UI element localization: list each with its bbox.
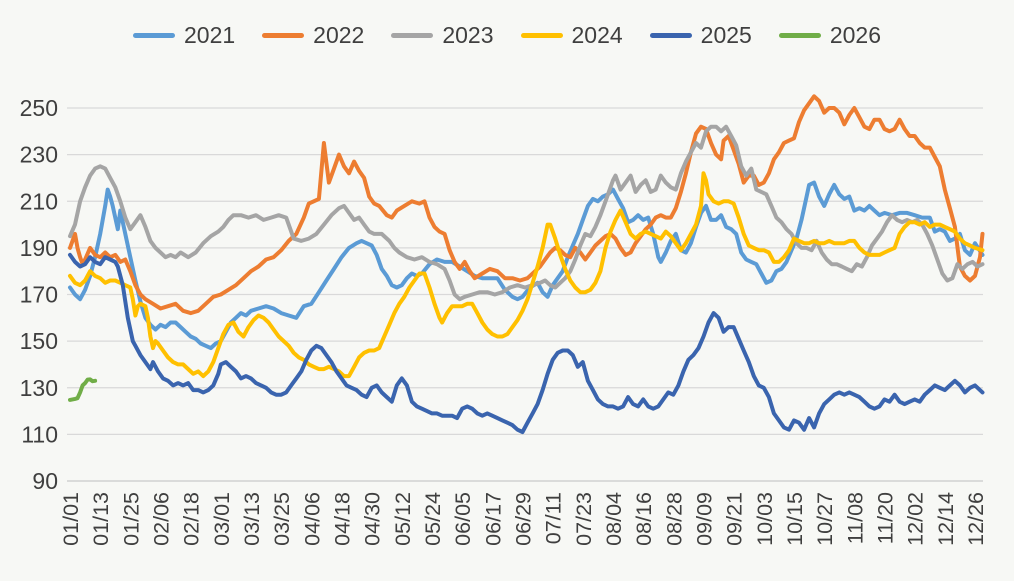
x-tick-label-09/21: 09/21 [723, 492, 747, 546]
x-tick-label-12/26: 12/26 [964, 492, 988, 546]
y-tick-label-170: 170 [20, 282, 58, 308]
legend-swatch-2022 [262, 33, 305, 38]
legend-label-2022: 2022 [313, 22, 365, 48]
series-line-2023 [68, 124, 985, 302]
legend-label-2023: 2023 [442, 22, 494, 48]
legend-item-2024: 2024 [520, 22, 623, 49]
legend-item-2023: 2023 [391, 22, 494, 49]
x-tick-label-08/28: 08/28 [662, 492, 686, 546]
legend-label-2025: 2025 [700, 22, 752, 48]
y-tick-label-90: 90 [32, 468, 58, 494]
legend-item-2025: 2025 [649, 22, 752, 49]
x-tick-label-04/06: 04/06 [300, 492, 324, 546]
x-tick-label-06/17: 06/17 [481, 492, 505, 546]
x-tick-label-01/13: 01/13 [89, 492, 113, 546]
x-tick-label-03/01: 03/01 [210, 492, 234, 546]
x-tick-label-05/12: 05/12 [391, 492, 415, 546]
legend-label-2024: 2024 [571, 22, 623, 48]
y-tick-label-150: 150 [20, 328, 58, 354]
series-line-2022 [68, 94, 985, 316]
series-line-2021 [68, 180, 985, 351]
y-tick-label-210: 210 [20, 188, 58, 214]
legend-label-2021: 2021 [183, 22, 236, 48]
x-tick-label-11/08: 11/08 [843, 492, 867, 544]
legend-swatch-2023 [391, 33, 434, 38]
series-line-2025 [68, 252, 985, 434]
x-tick-label-04/18: 04/18 [331, 492, 355, 546]
legend-swatch-2021 [132, 33, 175, 38]
chart-legend: 2021 2022 2023 2024 2025 2026 [0, 22, 1014, 49]
legend-label-2026: 2026 [829, 22, 882, 48]
y-tick-label-110: 110 [21, 421, 58, 447]
x-tick-label-03/25: 03/25 [270, 492, 294, 546]
y-tick-label-250: 250 [20, 95, 58, 121]
x-tick-label-09/09: 09/09 [693, 492, 717, 546]
x-tick-label-12/14: 12/14 [934, 492, 958, 546]
x-tick-label-01/25: 01/25 [119, 492, 143, 546]
x-tick-label-06/05: 06/05 [451, 492, 475, 546]
x-tick-label-07/11: 07/11 [542, 492, 566, 544]
x-tick-label-08/04: 08/04 [602, 492, 626, 546]
x-tick-label-05/24: 05/24 [421, 492, 445, 546]
legend-item-2026: 2026 [778, 22, 882, 49]
x-tick-label-03/13: 03/13 [240, 492, 264, 546]
x-tick-label-06/29: 06/29 [512, 492, 536, 546]
legend-swatch-2025 [649, 33, 692, 38]
x-tick-label-11/20: 11/20 [874, 492, 898, 544]
y-tick-label-130: 130 [20, 375, 58, 401]
x-tick-label-10/15: 10/15 [783, 492, 807, 546]
x-tick-label-02/06: 02/06 [150, 492, 174, 546]
y-tick-label-230: 230 [20, 142, 58, 168]
legend-swatch-2026 [778, 33, 821, 38]
legend-item-2021: 2021 [132, 22, 236, 49]
x-tick-label-12/02: 12/02 [904, 492, 928, 546]
x-tick-label-08/16: 08/16 [632, 492, 656, 546]
x-tick-label-04/30: 04/30 [361, 492, 385, 546]
y-tick-label-190: 190 [20, 235, 58, 261]
x-tick-label-01/01: 01/01 [59, 492, 83, 546]
x-tick-label-10/27: 10/27 [813, 492, 837, 546]
x-tick-label-07/23: 07/23 [572, 492, 596, 546]
x-tick-label-10/03: 10/03 [753, 492, 777, 546]
legend-item-2022: 2022 [262, 22, 364, 49]
series-line-2026 [68, 377, 98, 402]
series-line-2024 [68, 171, 985, 379]
x-tick-label-02/18: 02/18 [180, 492, 204, 546]
legend-swatch-2024 [520, 33, 563, 38]
